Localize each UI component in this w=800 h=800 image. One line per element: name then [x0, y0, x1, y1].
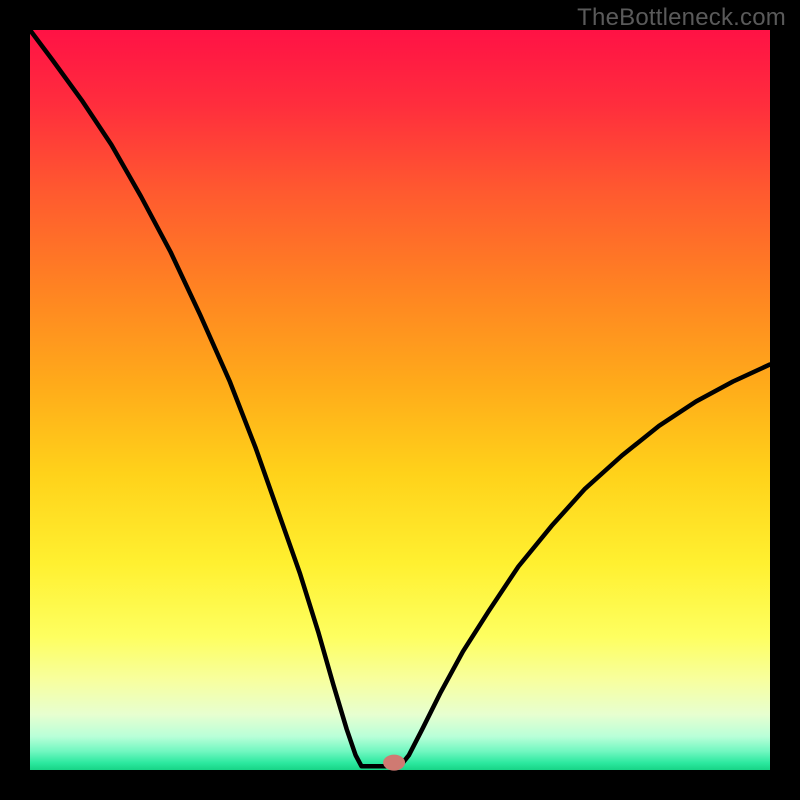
bottleneck-chart-svg [0, 0, 800, 800]
optimum-marker [383, 755, 405, 771]
chart-canvas: TheBottleneck.com [0, 0, 800, 800]
plot-gradient-background [30, 30, 770, 770]
